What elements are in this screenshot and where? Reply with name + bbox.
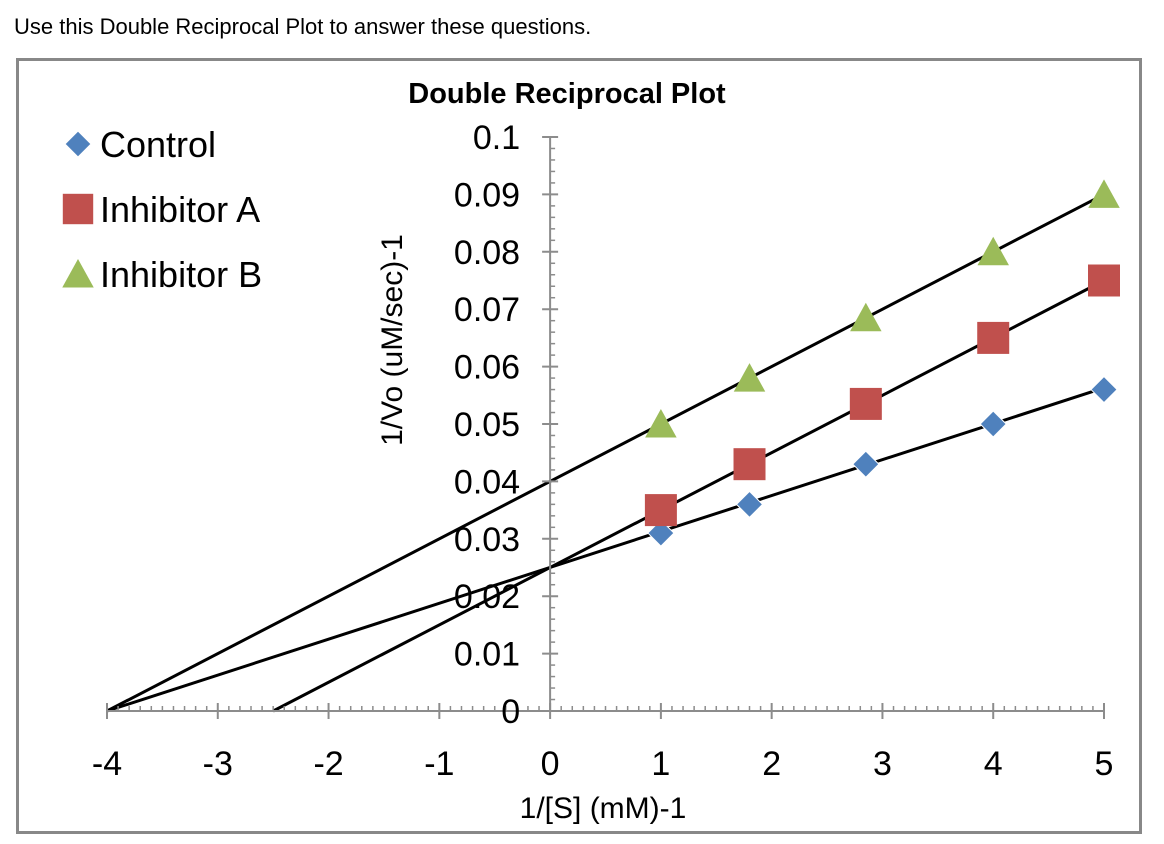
data-point — [645, 409, 677, 438]
trendline — [106, 193, 1105, 713]
trendlines — [106, 193, 1105, 713]
x-tick-label: -4 — [92, 745, 122, 783]
y-tick-label: 0.09 — [454, 176, 520, 214]
y-tick-label: 0.1 — [473, 119, 520, 157]
data-point — [1090, 375, 1118, 404]
y-tick-label: 0.08 — [454, 234, 520, 272]
x-tick-label: 4 — [984, 745, 1003, 783]
x-tick-label: -1 — [424, 745, 454, 783]
x-tick-label: -3 — [203, 745, 233, 783]
data-markers — [644, 179, 1120, 547]
y-tick-label: 0.05 — [454, 406, 520, 444]
legend-item: Inhibitor B — [62, 254, 262, 295]
legend-label: Inhibitor A — [100, 189, 260, 230]
legend-item: Inhibitor A — [62, 189, 260, 230]
data-point — [62, 193, 94, 225]
axes: -4 -3 -2 -1 0 1 2 3 4 5 0 0.01 0.02 0.03 0.04 0.05 0.06 0… — [92, 119, 1114, 783]
x-tick-label: 2 — [762, 745, 781, 783]
y-tick-label: 0.07 — [454, 291, 520, 329]
data-point — [733, 448, 766, 481]
x-tick-label: -2 — [313, 745, 343, 783]
data-point — [64, 130, 92, 158]
data-point — [852, 450, 880, 478]
data-point — [849, 387, 882, 420]
data-point — [647, 519, 675, 547]
data-point — [1088, 264, 1120, 297]
y-tick-label: 0.02 — [454, 578, 520, 616]
y-tick-label: 0.03 — [454, 521, 520, 559]
data-point — [735, 490, 764, 519]
legend-label: Control — [100, 124, 216, 165]
data-point — [1088, 179, 1120, 208]
data-point — [979, 410, 1007, 438]
legend: Control Inhibitor A Inhibitor B — [62, 124, 262, 295]
y-tick-label: 0.01 — [454, 636, 520, 674]
x-axis-label: 1/[S] (mM)-1 — [520, 792, 687, 825]
data-point — [733, 363, 766, 392]
y-tick-label: 0.06 — [454, 349, 520, 387]
data-point — [62, 259, 94, 288]
x-tick-label: 0 — [541, 745, 560, 783]
y-axis-label: 1/Vo (uM/sec)-1 — [376, 234, 409, 446]
legend-item: Control — [64, 124, 216, 165]
data-point — [644, 494, 677, 527]
y-tick-label: 0 — [501, 693, 520, 731]
chart-frame — [16, 58, 1142, 834]
trendline — [106, 386, 1105, 713]
legend-label: Inhibitor B — [100, 254, 262, 295]
y-tick-label: 0.04 — [454, 463, 520, 501]
question-prompt: Use this Double Reciprocal Plot to answe… — [14, 14, 592, 39]
data-point — [850, 302, 882, 332]
trendline — [272, 279, 1105, 713]
chart-title: Double Reciprocal Plot — [408, 78, 726, 110]
data-point — [977, 236, 1009, 266]
data-point — [977, 321, 1010, 354]
x-tick-label: 3 — [873, 745, 892, 783]
x-tick-label: 5 — [1095, 745, 1114, 783]
x-tick-label: 1 — [651, 745, 670, 783]
